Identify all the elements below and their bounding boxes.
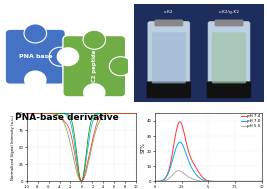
pH 7.0 bbox=[178, 141, 182, 143]
FancyBboxPatch shape bbox=[63, 36, 126, 97]
pH 5.5 bbox=[241, 180, 244, 183]
Circle shape bbox=[109, 57, 132, 76]
pH 5.5 bbox=[153, 180, 156, 183]
pH 5.5 bbox=[205, 180, 208, 183]
Circle shape bbox=[83, 30, 105, 49]
pH 7.4 bbox=[217, 180, 220, 183]
Circle shape bbox=[24, 70, 47, 90]
pH 7.4 bbox=[205, 179, 208, 181]
pH 5.5 bbox=[177, 170, 180, 172]
pH 5.5 bbox=[258, 180, 261, 183]
Line: pH 7.0: pH 7.0 bbox=[155, 142, 262, 181]
FancyBboxPatch shape bbox=[208, 22, 250, 86]
pH 7.0 bbox=[211, 180, 214, 183]
FancyBboxPatch shape bbox=[212, 32, 246, 83]
Text: c-K2/g-K2: c-K2/g-K2 bbox=[218, 10, 239, 14]
FancyBboxPatch shape bbox=[152, 32, 186, 83]
pH 7.4 bbox=[260, 180, 263, 183]
Text: C2 peptide: C2 peptide bbox=[92, 50, 97, 82]
FancyBboxPatch shape bbox=[147, 81, 191, 98]
Line: pH 5.5: pH 5.5 bbox=[155, 171, 262, 181]
Legend: pH 7.4, pH 7.0, pH 5.5: pH 7.4, pH 7.0, pH 5.5 bbox=[241, 114, 261, 128]
Text: c-K2: c-K2 bbox=[164, 10, 174, 14]
FancyBboxPatch shape bbox=[154, 19, 183, 26]
FancyBboxPatch shape bbox=[148, 22, 190, 86]
pH 7.0 bbox=[217, 180, 220, 183]
FancyBboxPatch shape bbox=[134, 4, 264, 102]
pH 5.5 bbox=[217, 180, 220, 183]
pH 7.4 bbox=[204, 179, 207, 181]
pH 5.5 bbox=[260, 180, 263, 183]
Circle shape bbox=[83, 83, 105, 102]
pH 7.4 bbox=[258, 180, 261, 183]
pH 5.5 bbox=[211, 180, 214, 183]
Text: PNA-base derivative: PNA-base derivative bbox=[15, 113, 119, 122]
pH 5.5 bbox=[204, 180, 207, 183]
pH 7.0 bbox=[258, 180, 261, 183]
pH 7.0 bbox=[204, 180, 207, 182]
pH 7.0 bbox=[205, 180, 208, 182]
pH 7.4 bbox=[211, 180, 214, 183]
FancyBboxPatch shape bbox=[215, 19, 244, 26]
pH 7.0 bbox=[153, 180, 156, 183]
pH 7.0 bbox=[260, 180, 263, 183]
pH 7.4 bbox=[153, 180, 156, 183]
Line: pH 7.4: pH 7.4 bbox=[155, 122, 262, 181]
pH 7.4 bbox=[178, 121, 182, 123]
pH 7.0 bbox=[241, 180, 244, 183]
Circle shape bbox=[24, 24, 47, 43]
FancyBboxPatch shape bbox=[5, 29, 65, 84]
FancyBboxPatch shape bbox=[207, 81, 251, 98]
Text: PNA base: PNA base bbox=[18, 54, 52, 59]
Y-axis label: Normalized Signal Intensity (a.u.): Normalized Signal Intensity (a.u.) bbox=[11, 115, 15, 180]
Circle shape bbox=[49, 47, 72, 66]
Y-axis label: ST%: ST% bbox=[140, 142, 145, 153]
pH 7.4 bbox=[241, 180, 244, 183]
Circle shape bbox=[57, 47, 79, 66]
